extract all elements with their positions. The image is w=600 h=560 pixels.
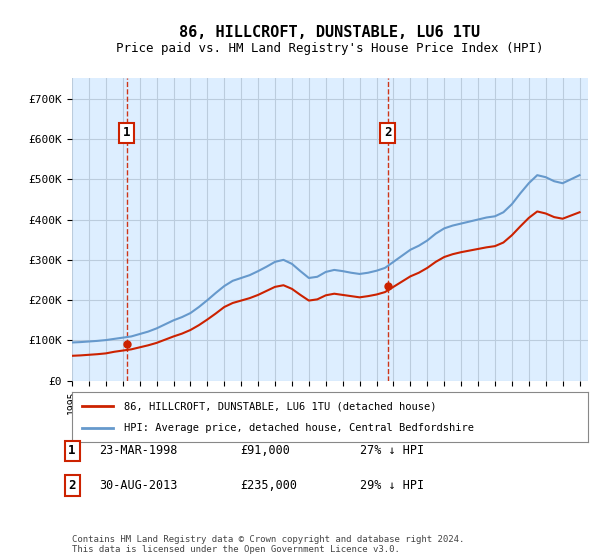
Text: 2: 2 — [68, 479, 76, 492]
Text: 1: 1 — [68, 444, 76, 458]
Text: 27% ↓ HPI: 27% ↓ HPI — [360, 444, 424, 458]
Text: 2: 2 — [384, 127, 391, 139]
Text: 29% ↓ HPI: 29% ↓ HPI — [360, 479, 424, 492]
Text: 86, HILLCROFT, DUNSTABLE, LU6 1TU (detached house): 86, HILLCROFT, DUNSTABLE, LU6 1TU (detac… — [124, 401, 436, 411]
Text: 1: 1 — [123, 127, 130, 139]
Text: 30-AUG-2013: 30-AUG-2013 — [99, 479, 178, 492]
Text: HPI: Average price, detached house, Central Bedfordshire: HPI: Average price, detached house, Cent… — [124, 423, 473, 433]
Text: Price paid vs. HM Land Registry's House Price Index (HPI): Price paid vs. HM Land Registry's House … — [116, 42, 544, 55]
Text: 86, HILLCROFT, DUNSTABLE, LU6 1TU: 86, HILLCROFT, DUNSTABLE, LU6 1TU — [179, 25, 481, 40]
Text: 23-MAR-1998: 23-MAR-1998 — [99, 444, 178, 458]
Text: £235,000: £235,000 — [240, 479, 297, 492]
Text: Contains HM Land Registry data © Crown copyright and database right 2024.
This d: Contains HM Land Registry data © Crown c… — [72, 535, 464, 554]
Text: £91,000: £91,000 — [240, 444, 290, 458]
